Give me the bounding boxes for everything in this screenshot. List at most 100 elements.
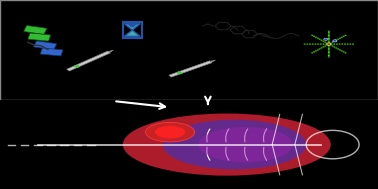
Circle shape xyxy=(335,40,337,41)
Circle shape xyxy=(74,65,79,68)
Circle shape xyxy=(339,38,341,39)
Circle shape xyxy=(333,46,335,48)
Circle shape xyxy=(328,43,330,45)
Circle shape xyxy=(328,43,330,45)
Ellipse shape xyxy=(163,120,306,170)
Polygon shape xyxy=(108,50,113,52)
Circle shape xyxy=(324,46,326,47)
Circle shape xyxy=(339,49,341,50)
Circle shape xyxy=(344,35,347,36)
Circle shape xyxy=(342,51,345,53)
Circle shape xyxy=(352,43,354,45)
Circle shape xyxy=(328,49,330,50)
Circle shape xyxy=(315,50,317,51)
Circle shape xyxy=(328,43,330,45)
Circle shape xyxy=(339,43,341,45)
Circle shape xyxy=(311,52,313,53)
Circle shape xyxy=(313,51,315,53)
Circle shape xyxy=(335,47,337,49)
Circle shape xyxy=(317,38,319,39)
Circle shape xyxy=(344,52,347,53)
Circle shape xyxy=(344,43,346,45)
Circle shape xyxy=(328,55,330,56)
Circle shape xyxy=(328,35,330,36)
Circle shape xyxy=(322,43,325,45)
Circle shape xyxy=(320,43,322,45)
Circle shape xyxy=(328,32,330,33)
Circle shape xyxy=(328,43,330,45)
Bar xyxy=(123,22,141,38)
Circle shape xyxy=(328,39,330,40)
Circle shape xyxy=(315,37,317,38)
Circle shape xyxy=(328,53,330,55)
Circle shape xyxy=(332,42,334,43)
Circle shape xyxy=(328,42,330,43)
Circle shape xyxy=(349,43,352,45)
Circle shape xyxy=(341,50,343,51)
Circle shape xyxy=(337,48,339,50)
Circle shape xyxy=(319,48,321,50)
Ellipse shape xyxy=(146,122,195,142)
FancyBboxPatch shape xyxy=(34,41,57,50)
Circle shape xyxy=(333,41,335,42)
Circle shape xyxy=(328,46,330,47)
Circle shape xyxy=(342,36,345,37)
FancyBboxPatch shape xyxy=(40,48,63,56)
Circle shape xyxy=(311,35,313,36)
Circle shape xyxy=(328,52,330,53)
FancyBboxPatch shape xyxy=(28,33,50,41)
Circle shape xyxy=(328,41,330,42)
Circle shape xyxy=(328,31,330,32)
Circle shape xyxy=(328,43,330,45)
Circle shape xyxy=(328,43,330,45)
Ellipse shape xyxy=(198,127,293,162)
Circle shape xyxy=(322,41,324,42)
Circle shape xyxy=(326,44,328,46)
Circle shape xyxy=(309,43,311,45)
Circle shape xyxy=(321,47,322,49)
Circle shape xyxy=(330,43,333,45)
Circle shape xyxy=(333,40,337,42)
Circle shape xyxy=(322,46,324,48)
Circle shape xyxy=(317,43,319,45)
Circle shape xyxy=(341,37,343,38)
Circle shape xyxy=(341,43,343,45)
Circle shape xyxy=(314,43,316,45)
Circle shape xyxy=(177,71,182,74)
Ellipse shape xyxy=(123,113,331,176)
Polygon shape xyxy=(67,51,110,71)
Circle shape xyxy=(326,43,328,44)
Circle shape xyxy=(324,38,328,40)
Circle shape xyxy=(328,36,330,37)
Circle shape xyxy=(327,43,331,45)
Circle shape xyxy=(328,51,330,52)
Circle shape xyxy=(330,43,332,44)
Circle shape xyxy=(337,39,339,40)
Circle shape xyxy=(328,43,330,45)
Polygon shape xyxy=(127,24,138,27)
Circle shape xyxy=(312,43,314,45)
Polygon shape xyxy=(124,24,140,30)
Circle shape xyxy=(332,46,334,47)
Circle shape xyxy=(328,43,330,45)
Polygon shape xyxy=(210,60,215,62)
Circle shape xyxy=(336,43,338,45)
Circle shape xyxy=(347,43,349,45)
Circle shape xyxy=(317,49,319,50)
Circle shape xyxy=(325,43,327,45)
Circle shape xyxy=(328,45,330,46)
Circle shape xyxy=(328,38,330,39)
Circle shape xyxy=(313,36,315,37)
Circle shape xyxy=(321,40,322,41)
Circle shape xyxy=(328,56,330,57)
Circle shape xyxy=(333,43,335,45)
FancyBboxPatch shape xyxy=(24,26,47,34)
Circle shape xyxy=(328,33,330,35)
Circle shape xyxy=(319,39,321,40)
Polygon shape xyxy=(169,61,212,77)
Circle shape xyxy=(324,42,326,43)
Ellipse shape xyxy=(155,126,185,138)
Circle shape xyxy=(328,48,330,49)
Circle shape xyxy=(330,44,332,46)
Circle shape xyxy=(306,43,308,45)
